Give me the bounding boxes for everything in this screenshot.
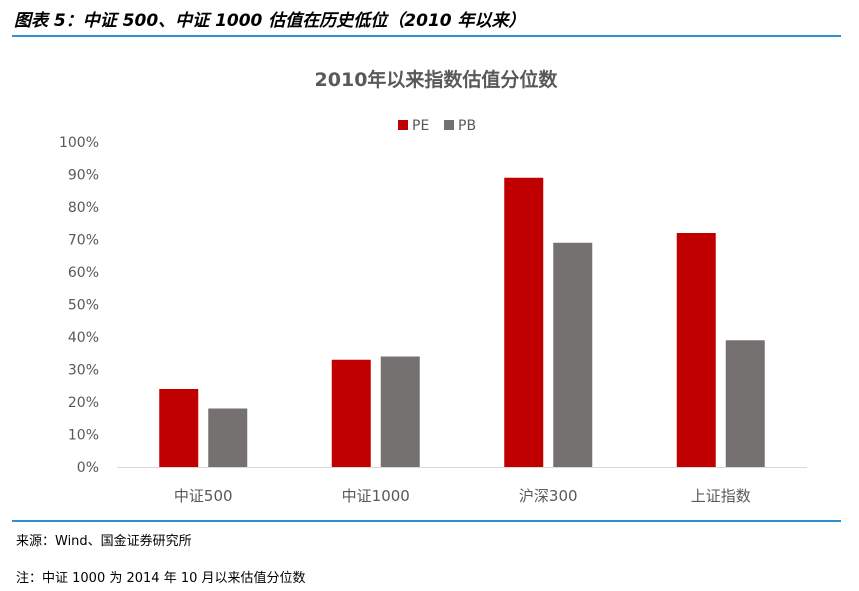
bar-pe bbox=[676, 233, 716, 467]
x-category-label: 中证1000 bbox=[342, 487, 410, 505]
note-text: 注：中证 1000 为 2014 年 10 月以来估值分位数 bbox=[16, 571, 306, 586]
y-tick-label: 50% bbox=[68, 298, 99, 314]
legend-label-pe: PE bbox=[412, 118, 429, 134]
y-tick-label: 100% bbox=[59, 135, 99, 151]
bar-chart: 2010年以来指数估值分位数 PE PB 0% 10% 20% 30% 40% 50% 60% 70… bbox=[59, 68, 807, 505]
y-tick-label: 10% bbox=[68, 428, 99, 444]
x-category-label: 中证500 bbox=[174, 487, 233, 505]
legend-swatch-pe bbox=[398, 120, 408, 130]
x-category-label: 上证指数 bbox=[691, 487, 751, 505]
y-tick-label: 80% bbox=[68, 200, 99, 216]
y-tick-label: 90% bbox=[68, 168, 99, 184]
bar-pe bbox=[159, 389, 199, 467]
legend-label-pb: PB bbox=[458, 118, 476, 134]
y-tick-label: 70% bbox=[68, 233, 99, 249]
y-tick-label: 30% bbox=[68, 363, 99, 379]
source-text: 来源：Wind、国金证券研究所 bbox=[16, 534, 192, 549]
bar-pe bbox=[504, 177, 544, 467]
bar-pe bbox=[331, 359, 371, 467]
chart-title: 2010年以来指数估值分位数 bbox=[315, 68, 559, 91]
bar-pb bbox=[208, 408, 248, 467]
bottom-rule bbox=[12, 520, 841, 522]
y-tick-label: 0% bbox=[77, 460, 99, 476]
figure-title: 图表 5：中证 500、中证 1000 估值在历史低位（2010 年以来） bbox=[14, 11, 526, 31]
bar-pb bbox=[725, 340, 765, 467]
top-rule bbox=[12, 35, 841, 37]
y-tick-label: 20% bbox=[68, 395, 99, 411]
x-category-label: 沪深300 bbox=[519, 487, 578, 505]
legend-swatch-pb bbox=[444, 120, 454, 130]
y-tick-label: 40% bbox=[68, 330, 99, 346]
y-tick-label: 60% bbox=[68, 265, 99, 281]
bar-pb bbox=[553, 242, 593, 467]
bar-pb bbox=[380, 356, 420, 467]
